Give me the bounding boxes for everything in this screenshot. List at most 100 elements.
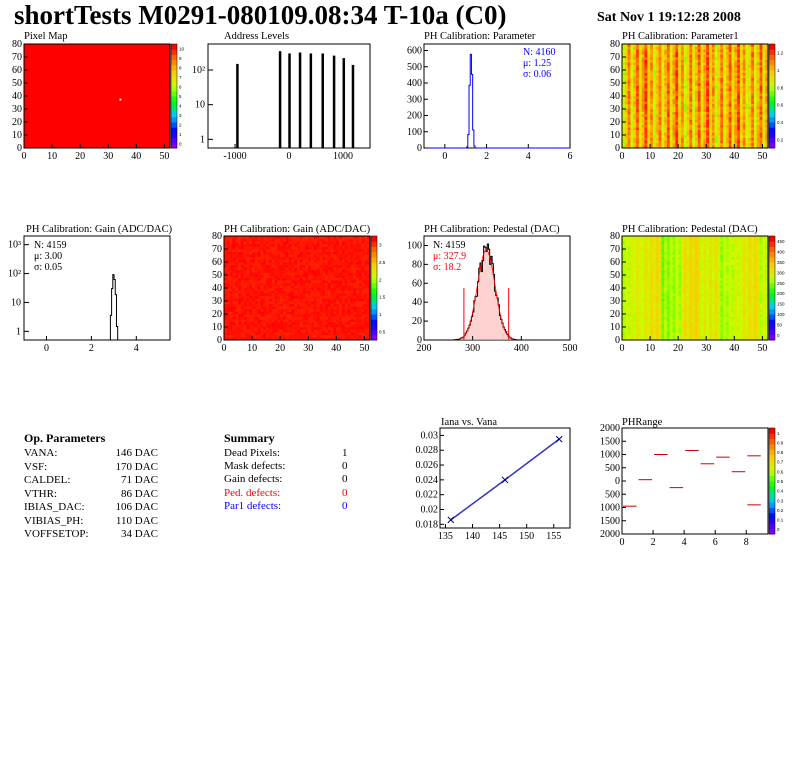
- heatmap-cell: [728, 111, 732, 115]
- heatmap-cell: [313, 316, 317, 320]
- heatmap-cell: [641, 329, 645, 333]
- heatmap-cell: [672, 314, 676, 317]
- heatmap-cell: [238, 301, 242, 304]
- heatmap-cell: [748, 311, 752, 315]
- heatmap-cell: [686, 332, 690, 336]
- heatmap-cell: [661, 329, 665, 333]
- heatmap-cell: [246, 241, 250, 245]
- heatmap-cell: [638, 72, 642, 76]
- heatmap-cell: [739, 122, 744, 125]
- heatmap-cell: [235, 329, 239, 333]
- heatmap-cell: [717, 116, 721, 120]
- heatmap-cell: [700, 329, 704, 333]
- heatmap-cell: [282, 269, 287, 273]
- heatmap-cell: [689, 88, 693, 92]
- heatmap-cell: [762, 101, 766, 105]
- heatmap-cell: [748, 67, 752, 71]
- heatmap-cell: [305, 327, 309, 330]
- heatmap-cell: [647, 137, 651, 141]
- heatmap-cell: [664, 67, 668, 71]
- heatmap-cell: [313, 314, 317, 317]
- heatmap-cell: [655, 93, 659, 97]
- heatmap-cell: [742, 132, 746, 136]
- heatmap-cell: [339, 327, 343, 330]
- heatmap-cell: [624, 109, 628, 112]
- heatmap-cell: [739, 140, 744, 144]
- heatmap-cell: [325, 303, 329, 307]
- heatmap-cell: [355, 308, 360, 312]
- heatmap-cell: [692, 59, 696, 63]
- heatmap-cell: [302, 334, 306, 338]
- heatmap-cell: [341, 238, 346, 242]
- heatmap-cell: [353, 332, 357, 336]
- heatmap-cell: [325, 267, 329, 271]
- heatmap-cell: [717, 51, 721, 55]
- y-tick-label: 0: [17, 143, 22, 154]
- heatmap-cell: [714, 75, 718, 79]
- heatmap-cell: [297, 329, 301, 333]
- heatmap-cell: [336, 256, 340, 260]
- heatmap-cell: [319, 251, 323, 255]
- heatmap-cell: [288, 259, 292, 263]
- heatmap-cell: [274, 288, 278, 291]
- heatmap-cell: [347, 275, 351, 278]
- heatmap-cell: [266, 246, 270, 250]
- heatmap-cell: [238, 334, 242, 338]
- heatmap-cell: [305, 332, 309, 336]
- heatmap-cell: [235, 272, 239, 276]
- heatmap-cell: [742, 111, 746, 115]
- heatmap-cell: [302, 246, 306, 250]
- heatmap-cell: [235, 236, 239, 239]
- heatmap-cell: [734, 122, 738, 125]
- palette-cell: [171, 111, 177, 118]
- heatmap-cell: [759, 72, 763, 76]
- heatmap-cell: [680, 337, 685, 341]
- heatmap-cell: [266, 290, 270, 294]
- heatmap-cell: [627, 44, 631, 47]
- heatmap-cell: [717, 80, 721, 84]
- heatmap-cell: [759, 44, 763, 47]
- heatmap-cell: [650, 334, 654, 338]
- heatmap-cell: [350, 332, 354, 336]
- heatmap-cell: [330, 334, 334, 338]
- heatmap-cell: [235, 306, 239, 310]
- heatmap-cell: [358, 256, 362, 260]
- heatmap-cell: [748, 327, 752, 330]
- heatmap-cell: [675, 308, 679, 312]
- heatmap-cell: [658, 145, 662, 149]
- heatmap-cell: [322, 282, 326, 286]
- heatmap-cell: [280, 262, 284, 265]
- heatmap-cell: [288, 303, 292, 307]
- heatmap-cell: [254, 256, 258, 260]
- heatmap-cell: [633, 54, 637, 58]
- heatmap-cell: [728, 88, 732, 92]
- heatmap-cell: [700, 314, 704, 317]
- heatmap-cell: [254, 334, 258, 338]
- heatmap-cell: [658, 49, 662, 53]
- heatmap-cell: [327, 329, 331, 333]
- heatmap-cell: [748, 103, 752, 107]
- heatmap-cell: [624, 85, 628, 89]
- heatmap-cell: [652, 311, 656, 315]
- heatmap-cell: [669, 119, 673, 123]
- heatmap-cell: [734, 72, 738, 76]
- heatmap-cell: [661, 142, 665, 146]
- heatmap-cell: [709, 132, 713, 136]
- heatmap-cell: [762, 49, 766, 53]
- heatmap-cell: [737, 119, 741, 123]
- heatmap-cell: [238, 259, 242, 263]
- heatmap-cell: [636, 44, 640, 47]
- heatmap-cell: [266, 264, 270, 268]
- heatmap-cell: [263, 288, 267, 291]
- heatmap-cell: [325, 280, 329, 284]
- heatmap-cell: [745, 77, 749, 81]
- heatmap-cell: [350, 262, 354, 265]
- heatmap-cell: [723, 54, 727, 58]
- heatmap-cell: [686, 93, 690, 97]
- heatmap-cell: [226, 288, 230, 291]
- heatmap-cell: [285, 324, 289, 328]
- heatmap-cell: [756, 70, 760, 73]
- heatmap-cell: [226, 308, 230, 312]
- heatmap-cell: [742, 106, 746, 110]
- heatmap-cell: [731, 85, 735, 89]
